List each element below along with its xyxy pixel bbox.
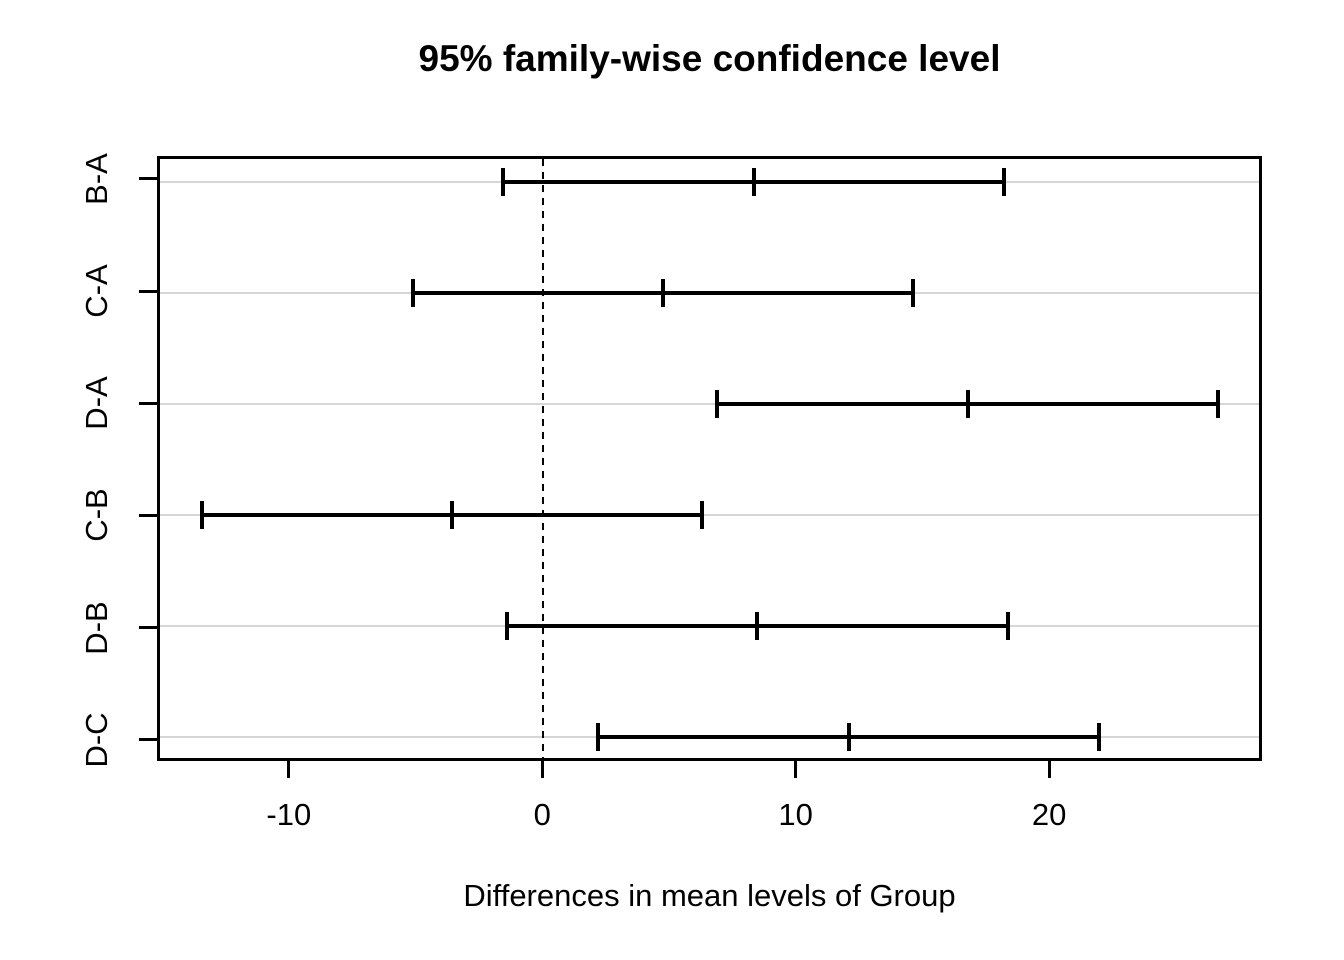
- ci-upper-tick: [700, 500, 705, 529]
- chart-title: 95% family-wise confidence level: [418, 38, 1001, 79]
- x-axis-tick: [1047, 761, 1051, 778]
- x-axis-tick-label: 0: [533, 797, 551, 832]
- ci-lower-tick: [505, 611, 510, 640]
- ci-lower-tick: [410, 278, 415, 307]
- y-axis-tick: [139, 738, 157, 742]
- ci-mean-tick: [660, 278, 665, 307]
- ci-upper-tick: [1096, 723, 1101, 752]
- y-axis-tick-label: D-C: [79, 712, 114, 768]
- ci-upper-tick: [911, 278, 916, 307]
- ci-lower-tick: [199, 500, 204, 529]
- x-axis-tick-label: 20: [1031, 797, 1067, 832]
- y-axis-tick-label: C-A: [79, 264, 114, 318]
- x-axis-title: Differences in mean levels of Group: [463, 878, 956, 913]
- x-axis-tick: [794, 761, 798, 778]
- row-gridline: [160, 402, 1259, 405]
- ci-lower-tick: [596, 723, 601, 752]
- x-axis-tick: [287, 761, 291, 778]
- x-axis-tick-label: 10: [778, 797, 813, 832]
- row-gridline: [160, 513, 1259, 516]
- y-axis-tick-label: D-A: [79, 376, 114, 431]
- ci-mean-tick: [755, 611, 760, 640]
- ci-mean-tick: [965, 389, 970, 418]
- y-axis-tick-label: C-B: [79, 488, 114, 543]
- ci-mean-tick: [751, 167, 756, 196]
- ci-mean-tick: [846, 723, 851, 752]
- ci-upper-tick: [1001, 167, 1006, 196]
- ci-lower-tick: [715, 389, 720, 418]
- y-axis-tick: [139, 177, 157, 181]
- zero-reference-line: [542, 159, 545, 758]
- y-axis-tick: [139, 289, 157, 293]
- x-axis-tick: [540, 761, 544, 778]
- ci-lower-tick: [501, 167, 506, 196]
- y-axis-tick-label: D-B: [79, 600, 114, 655]
- x-axis-tick-label: -10: [266, 797, 312, 832]
- y-axis-tick: [139, 626, 157, 630]
- ci-upper-tick: [1005, 611, 1010, 640]
- y-axis-tick: [139, 513, 157, 517]
- plot-area: [157, 156, 1262, 761]
- y-axis-tick-label: B-A: [79, 153, 114, 205]
- ci-upper-tick: [1215, 389, 1220, 418]
- y-axis-tick: [139, 401, 157, 405]
- ci-mean-tick: [450, 500, 455, 529]
